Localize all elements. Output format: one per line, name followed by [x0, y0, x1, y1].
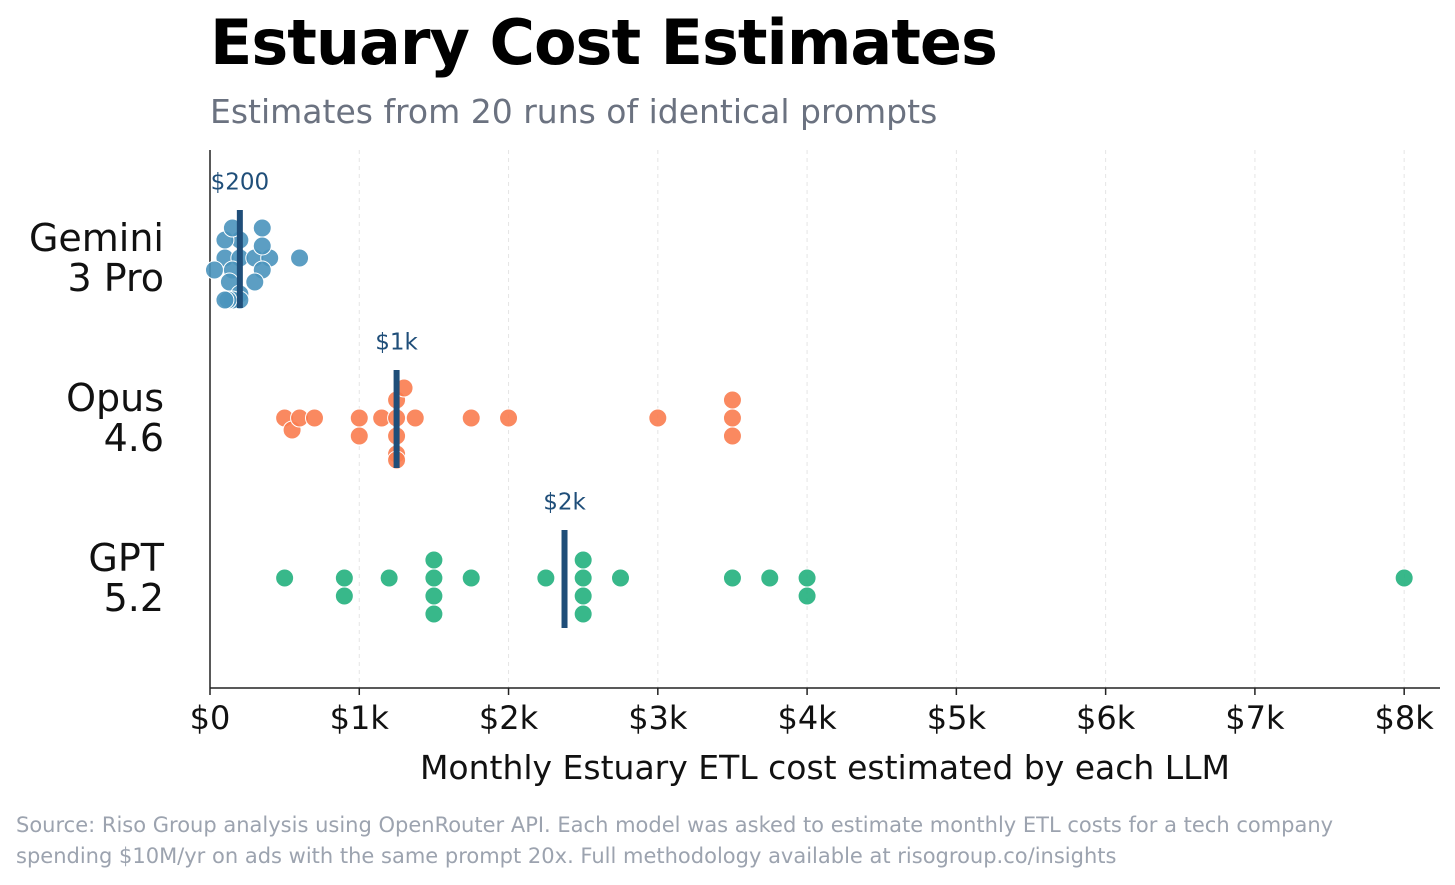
- data-point: [424, 568, 444, 588]
- x-tick-label: $0: [190, 699, 231, 737]
- data-point: [252, 218, 272, 238]
- median-label: $2k: [543, 490, 586, 516]
- data-point: [304, 408, 324, 428]
- data-point: [349, 408, 369, 428]
- data-point: [405, 408, 425, 428]
- source-note: Source: Riso Group analysis using OpenRo…: [16, 813, 1334, 868]
- data-point: [797, 586, 817, 606]
- data-point: [573, 586, 593, 606]
- data-point: [722, 390, 742, 410]
- data-point: [215, 290, 235, 310]
- data-point: [424, 604, 444, 624]
- data-point: [461, 408, 481, 428]
- data-point: [760, 568, 780, 588]
- chart-subtitle: Estimates from 20 runs of identical prom…: [210, 92, 938, 131]
- chart-title: Estuary Cost Estimates: [210, 6, 998, 79]
- data-point: [573, 568, 593, 588]
- data-point: [536, 568, 556, 588]
- data-point: [204, 260, 224, 280]
- x-tick-label: $7k: [1225, 699, 1285, 737]
- data-point: [349, 426, 369, 446]
- x-tick-label: $5k: [927, 699, 987, 737]
- data-point: [610, 568, 630, 588]
- x-axis-label: Monthly Estuary ETL cost estimated by ea…: [419, 748, 1231, 787]
- x-tick-label: $1k: [330, 699, 390, 737]
- x-tick-label: $3k: [628, 699, 688, 737]
- data-point: [424, 550, 444, 570]
- category-label: Gemini 3 Pro: [28, 216, 164, 300]
- x-tick-label: $2k: [479, 699, 539, 737]
- data-point: [334, 568, 354, 588]
- data-point: [379, 568, 399, 588]
- data-point: [797, 568, 817, 588]
- median-label: $200: [211, 170, 270, 196]
- x-tick-label: $6k: [1076, 699, 1136, 737]
- x-tick-label: $4k: [777, 699, 837, 737]
- data-point: [1394, 568, 1414, 588]
- category-label: GPT 5.2: [88, 536, 164, 620]
- data-point: [648, 408, 668, 428]
- data-point: [573, 550, 593, 570]
- data-point: [245, 272, 265, 292]
- data-point: [722, 568, 742, 588]
- category-label: Opus 4.6: [66, 376, 164, 460]
- data-point: [461, 568, 481, 588]
- data-point: [334, 586, 354, 606]
- median-label: $1k: [375, 330, 418, 356]
- data-point: [722, 408, 742, 428]
- data-point: [722, 426, 742, 446]
- data-point: [275, 568, 295, 588]
- data-point: [252, 236, 272, 256]
- data-point: [499, 408, 519, 428]
- data-point: [573, 604, 593, 624]
- data-point: [290, 248, 310, 268]
- x-tick-label: $8k: [1375, 699, 1435, 737]
- data-point: [424, 586, 444, 606]
